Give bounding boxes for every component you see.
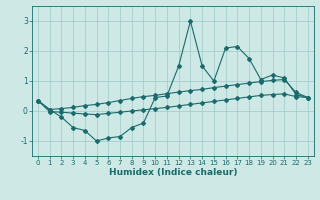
X-axis label: Humidex (Indice chaleur): Humidex (Indice chaleur) [108,168,237,177]
